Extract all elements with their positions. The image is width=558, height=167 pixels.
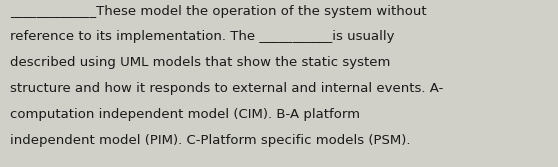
Text: described using UML models that show the static system: described using UML models that show the…	[10, 56, 391, 69]
Text: reference to its implementation. The ___________is usually: reference to its implementation. The ___…	[10, 30, 395, 43]
Text: independent model (PIM). C-Platform specific models (PSM).: independent model (PIM). C-Platform spec…	[10, 134, 411, 147]
Text: structure and how it responds to external and internal events. A-: structure and how it responds to externa…	[10, 82, 444, 95]
Text: computation independent model (CIM). B-A platform: computation independent model (CIM). B-A…	[10, 108, 360, 121]
Text: _____________These model the operation of the system without: _____________These model the operation o…	[10, 5, 427, 18]
